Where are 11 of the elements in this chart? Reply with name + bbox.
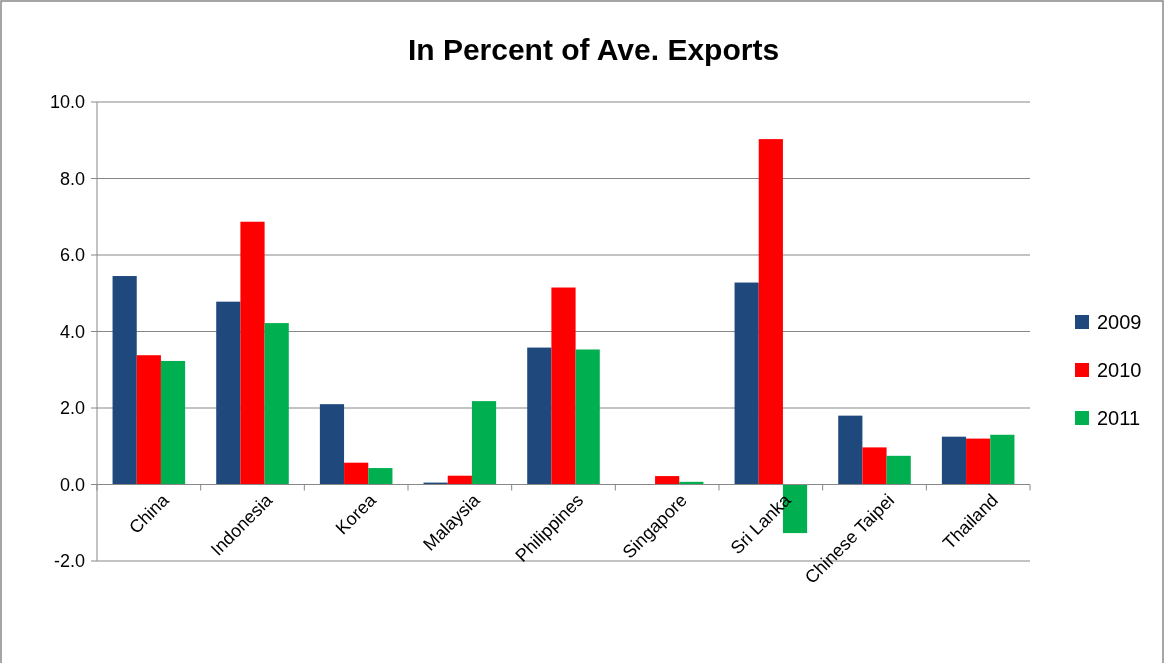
legend-label: 2010 (1097, 359, 1142, 381)
y-tick-label: 10.0 (49, 92, 85, 113)
chart-title: In Percent of Ave. Exports (407, 33, 780, 66)
y-tick-label: -2.0 (53, 551, 85, 572)
legend-label: 2011 (1097, 407, 1141, 429)
y-tick-label: 0.0 (59, 474, 85, 495)
legend-label: 2009 (1097, 311, 1142, 333)
y-tick-label: 8.0 (59, 168, 85, 189)
y-tick-label: 2.0 (59, 398, 85, 419)
y-tick-label: 4.0 (59, 321, 85, 342)
y-tick-label: 6.0 (59, 245, 85, 266)
